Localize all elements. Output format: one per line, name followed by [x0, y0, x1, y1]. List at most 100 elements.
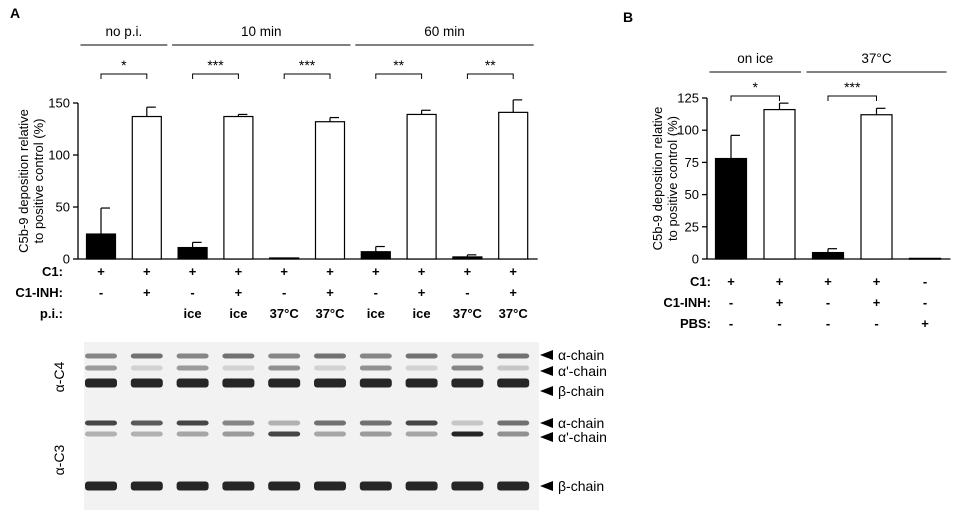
panel-a-significance-bracket: [375, 73, 423, 79]
blot-band: [451, 481, 484, 491]
blot-membrane: [84, 342, 539, 412]
panel-b-y-tick-label: 100: [677, 123, 699, 138]
panel-a-condition-value: ice: [229, 306, 247, 321]
blot-band: [359, 420, 392, 426]
blot-band: [268, 481, 301, 491]
panel-b-y-tick-label: 50: [685, 187, 699, 202]
blot-band: [314, 353, 346, 359]
panel-a-bar: [314, 121, 346, 260]
panel-a-condition-value: +: [143, 264, 151, 279]
panel-b-y-tick-label: 125: [677, 91, 699, 106]
panel-a-bar: [85, 233, 117, 260]
blot-band: [222, 481, 255, 491]
band-arrow-icon: [540, 386, 553, 396]
blot-chain-label: β-chain: [558, 383, 604, 399]
panel-b-bar: [811, 251, 845, 260]
panel-b-condition-value: -: [826, 295, 830, 310]
blot-band: [497, 378, 530, 388]
band-arrow-icon: [540, 350, 553, 360]
panel-a-group-label: 10 min: [241, 24, 282, 39]
blot-band: [85, 353, 117, 359]
panel-a-condition-value: -: [465, 285, 469, 300]
blot-band: [359, 378, 392, 388]
panel-a-condition-value: +: [235, 285, 243, 300]
blot-band: [268, 431, 301, 437]
panel-b-condition-value: +: [824, 274, 832, 289]
band-arrow-icon: [540, 418, 553, 428]
panel-a-bar: [498, 111, 529, 260]
panel-a-condition-value: +: [143, 285, 151, 300]
panel-b-condition-value: -: [777, 316, 781, 331]
panel-a-condition-value: -: [190, 285, 194, 300]
blot-band: [405, 431, 438, 437]
blot-band: [405, 378, 438, 388]
panel-b-condition-label: C1-INH:: [663, 295, 711, 310]
western-blots: α-C4α-chainα'-chainβ-chainα-C3α-chainα'-…: [51, 342, 607, 510]
panel-b-condition-value: +: [776, 274, 784, 289]
panel-a-condition-value: -: [374, 285, 378, 300]
panel-b-significance-label: ***: [844, 79, 861, 95]
panel-b-label: B: [623, 9, 633, 25]
panel-a-bar: [406, 113, 437, 260]
panel-b-condition-value: -: [729, 295, 733, 310]
blot-band: [451, 353, 484, 359]
blot-band: [222, 431, 255, 437]
panel-b-y-tick-label: 75: [685, 155, 699, 170]
panel-a-significance-label: ***: [299, 57, 316, 73]
blot-band: [176, 431, 209, 437]
blot-band: [176, 378, 209, 388]
blot-band: [222, 420, 255, 426]
blot-band: [405, 420, 438, 426]
blot-band: [359, 481, 392, 491]
panel-a-bar: [269, 257, 300, 260]
panel-a-condition-value: +: [372, 264, 380, 279]
panel-a-condition-value: ice: [413, 306, 431, 321]
panel-a-condition-value: -: [282, 285, 286, 300]
panel-a-condition-label: C1-INH:: [15, 285, 63, 300]
panel-a-condition-value: +: [189, 264, 197, 279]
panel-a-y-tick-label: 50: [56, 200, 70, 215]
panel-b-y-axis-label: C5b-9 deposition relativeto positive con…: [650, 107, 680, 251]
blot-membrane: [84, 410, 539, 510]
band-arrow-icon: [540, 481, 553, 491]
blot-band: [130, 365, 163, 371]
blot-band: [268, 365, 301, 371]
panel-a-bar: [177, 246, 208, 260]
panel-a-bar: [131, 115, 162, 260]
blot-band: [268, 420, 301, 426]
panel-b-bar: [908, 257, 942, 260]
blot-band: [176, 365, 209, 371]
blot-band: [314, 365, 346, 371]
blot-band: [130, 353, 163, 359]
panel-b-y-tick-label: 0: [692, 252, 699, 267]
panel-a-significance-bracket: [100, 73, 148, 79]
blot-band: [268, 378, 301, 388]
panel-a-significance-bracket: [283, 73, 331, 79]
panel-b-condition-label: C1:: [690, 274, 711, 289]
panel-a-condition-value: 37°C: [499, 306, 529, 321]
blot-band: [497, 365, 530, 371]
panel-b-bar: [714, 157, 748, 260]
panel-a-condition-value: 37°C: [315, 306, 345, 321]
blot-chain-label: α-chain: [558, 415, 604, 431]
panel-a-bar: [360, 251, 391, 260]
blot-band: [85, 431, 117, 437]
blot-band: [222, 365, 255, 371]
panel-a-group-label: no p.i.: [106, 24, 143, 39]
blot-band: [497, 481, 530, 491]
panel-a-group-label: 60 min: [424, 24, 465, 39]
blot-band: [497, 353, 530, 359]
blot-band: [405, 353, 438, 359]
panel-b-condition-value: -: [923, 274, 927, 289]
panel-b-condition-value: +: [776, 295, 784, 310]
panel-a-condition-value: +: [509, 264, 517, 279]
panel-a-significance-label: **: [485, 57, 496, 73]
blot-band: [405, 481, 438, 491]
panel-b-condition-value: +: [727, 274, 735, 289]
panel-a-condition-value: +: [326, 285, 334, 300]
panel-b-condition-value: +: [873, 274, 881, 289]
panel-b-condition-value: +: [921, 316, 929, 331]
panel-b-y-tick-label: 25: [685, 219, 699, 234]
